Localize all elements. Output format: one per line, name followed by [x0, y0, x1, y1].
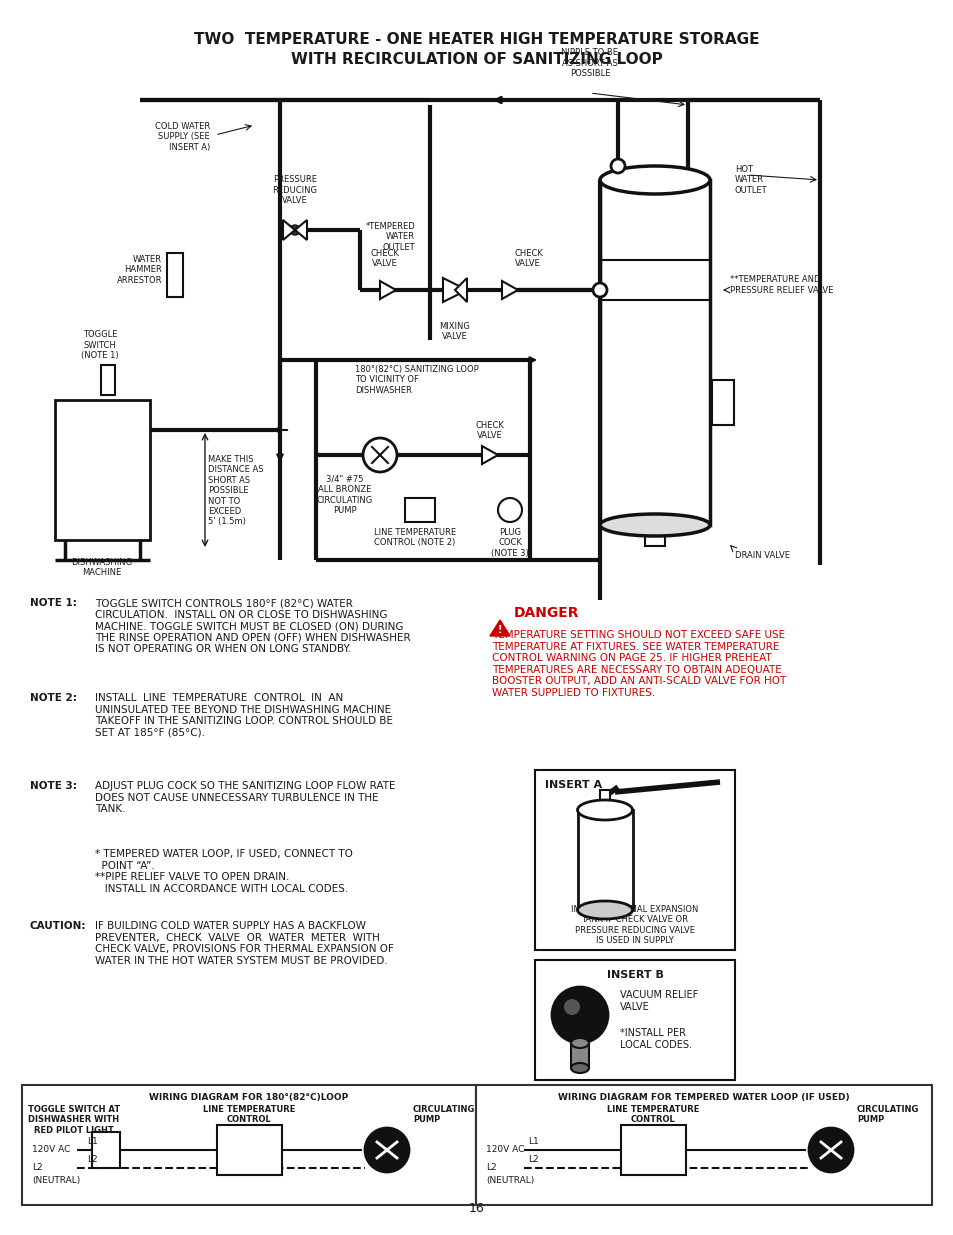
Bar	[55, 400, 150, 540]
Text: L1: L1	[527, 1136, 538, 1146]
Circle shape	[290, 225, 299, 235]
Bar	[620, 1125, 685, 1174]
Text: DRAIN VALVE: DRAIN VALVE	[734, 551, 789, 559]
Circle shape	[365, 1128, 409, 1172]
Bar	[22, 1086, 476, 1205]
Ellipse shape	[593, 283, 606, 296]
Circle shape	[808, 1128, 852, 1172]
Polygon shape	[442, 278, 467, 303]
Bar	[571, 1044, 588, 1068]
Ellipse shape	[577, 902, 632, 919]
Text: L2: L2	[527, 1155, 538, 1163]
Text: TWO  TEMPERATURE - ONE HEATER HIGH TEMPERATURE STORAGE: TWO TEMPERATURE - ONE HEATER HIGH TEMPER…	[194, 32, 759, 47]
Text: IF BUILDING COLD WATER SUPPLY HAS A BACKFLOW
PREVENTER,  CHECK  VALVE  OR  WATER: IF BUILDING COLD WATER SUPPLY HAS A BACK…	[95, 921, 394, 966]
Polygon shape	[501, 282, 517, 299]
Text: **TEMPERATURE AND
PRESSURE RELIEF VALVE: **TEMPERATURE AND PRESSURE RELIEF VALVE	[729, 275, 833, 295]
Bar	[535, 960, 734, 1079]
Polygon shape	[283, 220, 294, 240]
Bar	[167, 253, 183, 296]
Text: CHECK
VALVE: CHECK VALVE	[475, 421, 504, 440]
Text: CHECK
VALVE: CHECK VALVE	[515, 248, 543, 268]
Bar	[101, 366, 115, 395]
Circle shape	[497, 498, 521, 522]
Text: NIPPLE TO BE
AS SHORT AS
POSSIBLE: NIPPLE TO BE AS SHORT AS POSSIBLE	[561, 48, 618, 78]
Text: ADJUST PLUG COCK SO THE SANITIZING LOOP FLOW RATE
DOES NOT CAUSE UNNECESSARY TUR: ADJUST PLUG COCK SO THE SANITIZING LOOP …	[95, 781, 395, 814]
Text: CIRCULATING
PUMP: CIRCULATING PUMP	[856, 1105, 919, 1124]
Text: *INSTALL PER
LOCAL CODES.: *INSTALL PER LOCAL CODES.	[619, 1028, 691, 1050]
Text: L1: L1	[87, 1136, 97, 1146]
Circle shape	[563, 999, 579, 1015]
Text: TOGGLE SWITCH AT
DISHWASHER WITH
RED PILOT LIGHT: TOGGLE SWITCH AT DISHWASHER WITH RED PIL…	[28, 1105, 120, 1135]
Text: WIRING DIAGRAM FOR 180°(82°C)LOOP: WIRING DIAGRAM FOR 180°(82°C)LOOP	[150, 1093, 348, 1102]
Polygon shape	[481, 446, 497, 464]
Text: LINE TEMPERATURE
CONTROL: LINE TEMPERATURE CONTROL	[606, 1105, 699, 1124]
Text: PRESSURE
REDUCING
VALVE: PRESSURE REDUCING VALVE	[273, 175, 317, 205]
Text: CIRCULATING
PUMP: CIRCULATING PUMP	[413, 1105, 475, 1124]
Text: 120V AC: 120V AC	[32, 1146, 71, 1155]
Ellipse shape	[577, 800, 632, 820]
Text: 16: 16	[469, 1202, 484, 1215]
Text: TOGGLE SWITCH CONTROLS 180°F (82°C) WATER
CIRCULATION.  INSTALL ON OR CLOSE TO D: TOGGLE SWITCH CONTROLS 180°F (82°C) WATE…	[95, 598, 410, 655]
Text: CAUTION:: CAUTION:	[30, 921, 87, 931]
Bar	[91, 1132, 120, 1168]
Text: 180°(82°C) SANITIZING LOOP
TO VICINITY OF
DISHWASHER: 180°(82°C) SANITIZING LOOP TO VICINITY O…	[355, 366, 478, 395]
Polygon shape	[490, 620, 510, 636]
Bar	[711, 380, 733, 425]
Text: L2: L2	[32, 1163, 43, 1172]
Text: WITH RECIRCULATION OF SANITIZING LOOP: WITH RECIRCULATION OF SANITIZING LOOP	[291, 52, 662, 67]
Bar	[599, 180, 709, 525]
Text: TEMPERATURE SETTING SHOULD NOT EXCEED SAFE USE
TEMPERATURE AT FIXTURES. SEE WATE: TEMPERATURE SETTING SHOULD NOT EXCEED SA…	[492, 630, 785, 698]
Polygon shape	[644, 532, 664, 546]
Text: NOTE 1:: NOTE 1:	[30, 598, 77, 608]
Circle shape	[363, 438, 396, 472]
Text: *TEMPERED
WATER
OUTLET: *TEMPERED WATER OUTLET	[365, 222, 415, 252]
Text: PLUG
COCK
(NOTE 3): PLUG COCK (NOTE 3)	[491, 529, 528, 558]
Text: INSERT A: INSERT A	[544, 781, 601, 790]
Text: LINE TEMPERATURE
CONTROL: LINE TEMPERATURE CONTROL	[203, 1105, 294, 1124]
Text: DISHWASHING
MACHINE: DISHWASHING MACHINE	[71, 558, 132, 578]
Text: INSTALL  LINE  TEMPERATURE  CONTROL  IN  AN
UNINSULATED TEE BEYOND THE DISHWASHI: INSTALL LINE TEMPERATURE CONTROL IN AN U…	[95, 693, 393, 737]
Bar	[476, 1086, 931, 1205]
Bar	[578, 810, 633, 910]
Text: DANGER: DANGER	[514, 606, 578, 620]
Text: INSTALL THERMAL EXPANSION
TANK IF CHECK VALVE OR
PRESSURE REDUCING VALVE
IS USED: INSTALL THERMAL EXPANSION TANK IF CHECK …	[571, 905, 698, 945]
Text: L2: L2	[87, 1155, 97, 1163]
Ellipse shape	[571, 1037, 588, 1049]
Text: INSERT B: INSERT B	[606, 969, 662, 981]
Text: TOGGLE
SWITCH
(NOTE 1): TOGGLE SWITCH (NOTE 1)	[81, 330, 119, 359]
Text: (NEUTRAL): (NEUTRAL)	[485, 1176, 534, 1184]
Text: (NEUTRAL): (NEUTRAL)	[32, 1176, 80, 1184]
Bar	[216, 1125, 282, 1174]
Text: 120V AC: 120V AC	[485, 1146, 524, 1155]
Text: * TEMPERED WATER LOOP, IF USED, CONNECT TO
  POINT “A”.
**PIPE RELIEF VALVE TO O: * TEMPERED WATER LOOP, IF USED, CONNECT …	[95, 848, 353, 894]
Text: !: !	[497, 625, 501, 635]
Ellipse shape	[571, 1063, 588, 1073]
Text: LINE TEMPERATURE
CONTROL (NOTE 2): LINE TEMPERATURE CONTROL (NOTE 2)	[374, 529, 456, 547]
Ellipse shape	[599, 165, 709, 194]
Text: WIRING DIAGRAM FOR TEMPERED WATER LOOP (IF USED): WIRING DIAGRAM FOR TEMPERED WATER LOOP (…	[558, 1093, 849, 1102]
Text: VACUUM RELIEF
VALVE: VACUUM RELIEF VALVE	[619, 990, 698, 1011]
Bar	[535, 769, 734, 950]
Text: MIXING
VALVE: MIXING VALVE	[439, 322, 470, 341]
Polygon shape	[379, 282, 395, 299]
Ellipse shape	[599, 514, 709, 536]
Text: MAKE THIS
DISTANCE AS
SHORT AS
POSSIBLE
NOT TO
EXCEED
5' (1.5m): MAKE THIS DISTANCE AS SHORT AS POSSIBLE …	[208, 454, 263, 526]
Text: L2: L2	[485, 1163, 497, 1172]
Bar	[405, 498, 435, 522]
Text: 3/4" #75
ALL BRONZE
CIRCULATING
PUMP: 3/4" #75 ALL BRONZE CIRCULATING PUMP	[316, 475, 373, 515]
Polygon shape	[455, 278, 467, 303]
Circle shape	[552, 987, 607, 1044]
Polygon shape	[294, 220, 307, 240]
Bar	[599, 790, 609, 811]
Text: HOT
WATER
OUTLET: HOT WATER OUTLET	[734, 165, 767, 195]
Text: NOTE 2:: NOTE 2:	[30, 693, 77, 703]
Text: COLD WATER
SUPPLY (SEE
INSERT A): COLD WATER SUPPLY (SEE INSERT A)	[154, 122, 210, 152]
Text: NOTE 3:: NOTE 3:	[30, 781, 77, 790]
Ellipse shape	[610, 159, 624, 173]
Text: CHECK
VALVE: CHECK VALVE	[370, 248, 399, 268]
Text: WATER
HAMMER
ARRESTOR: WATER HAMMER ARRESTOR	[116, 256, 162, 285]
